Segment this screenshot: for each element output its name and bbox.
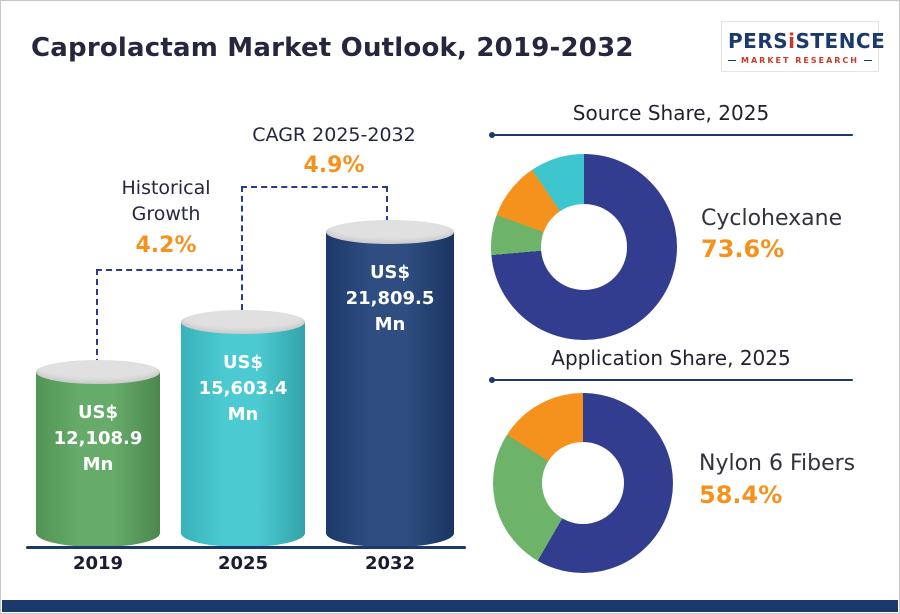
- bar-2025: US$ 15,603.4 Mn: [181, 310, 305, 547]
- logo-text-pre: PERS: [728, 29, 789, 53]
- bar-2025-unit: Mn: [227, 404, 259, 426]
- historical-growth-value: 4.2%: [135, 233, 197, 258]
- x-axis-baseline: [26, 546, 466, 549]
- source-share-highlight-label: Cyclohexane: [701, 206, 843, 231]
- bar-2032-body: [326, 232, 454, 547]
- application-share-donut: [493, 393, 673, 573]
- brand-logo: PERSiSTENCE MARKET RESEARCH: [721, 21, 885, 72]
- logo-text-i: i: [788, 29, 796, 53]
- tagline-text: MARKET RESEARCH: [741, 56, 859, 65]
- bar-2019-body: [36, 372, 160, 547]
- bar-2032-currency: US$: [369, 262, 411, 283]
- bar-2019-top-ellipse: [36, 360, 160, 384]
- bar-2019-amount: 12,108.9: [53, 428, 143, 450]
- bar-2019-unit: Mn: [82, 454, 114, 476]
- bar-2025-top-ellipse: [181, 310, 305, 334]
- bar-2032-amount: 21,809.5: [345, 288, 435, 310]
- bar-2025-currency: US$: [222, 352, 264, 373]
- dashed-connector-vertical-2032: [386, 186, 388, 222]
- year-label-2025: 2025: [217, 553, 269, 574]
- bar-2025-value-label: US$ 15,603.4 Mn: [181, 350, 305, 428]
- application-share-underline: [489, 377, 853, 383]
- historical-growth-label: Historical Growth: [121, 177, 211, 225]
- source-share-section-title: Source Share, 2025: [572, 101, 770, 125]
- bar-2019-currency: US$: [77, 402, 119, 423]
- brand-logo-text: PERSiSTENCE: [728, 29, 885, 53]
- dashed-connector-horizontal-cagr: [241, 186, 388, 188]
- cagr-value: 4.9%: [303, 153, 365, 178]
- footer-accent-bar: [2, 600, 898, 612]
- application-share-section-title: Application Share, 2025: [551, 346, 791, 370]
- application-share-highlight-label: Nylon 6 Fibers: [699, 451, 856, 476]
- bar-2019-value-label: US$ 12,108.9 Mn: [36, 400, 160, 478]
- bar-2025-body: [181, 322, 305, 547]
- year-label-2019: 2019: [72, 553, 124, 574]
- bar-2025-amount: 15,603.4: [198, 378, 288, 400]
- application-share-highlight-value: 58.4%: [699, 481, 783, 509]
- tagline-rule-left: [728, 60, 736, 61]
- bar-2019: US$ 12,108.9 Mn: [36, 360, 160, 547]
- bar-2032: US$ 21,809.5 Mn: [326, 220, 454, 547]
- logo-text-post: STENCE: [795, 29, 886, 53]
- bar-2032-value-label: US$ 21,809.5 Mn: [326, 260, 454, 338]
- brand-logo-tagline: MARKET RESEARCH: [728, 56, 872, 65]
- dashed-connector-vertical-2019: [96, 269, 98, 365]
- dashed-connector-horizontal-historical: [96, 269, 243, 271]
- application-share-donut-hole: [541, 441, 625, 525]
- cagr-label: CAGR 2025-2032: [252, 124, 416, 146]
- tagline-rule-right: [864, 60, 872, 61]
- bar-2032-top-ellipse: [326, 220, 454, 244]
- source-share-highlight-value: 73.6%: [701, 235, 785, 263]
- page-title: Caprolactam Market Outlook, 2019-2032: [31, 33, 634, 63]
- source-share-donut: [491, 154, 677, 340]
- year-label-2032: 2032: [364, 553, 416, 574]
- dashed-connector-vertical-2025: [241, 186, 243, 310]
- source-share-donut-hole: [541, 204, 627, 290]
- source-share-underline: [489, 132, 853, 138]
- bar-2032-unit: Mn: [374, 314, 406, 336]
